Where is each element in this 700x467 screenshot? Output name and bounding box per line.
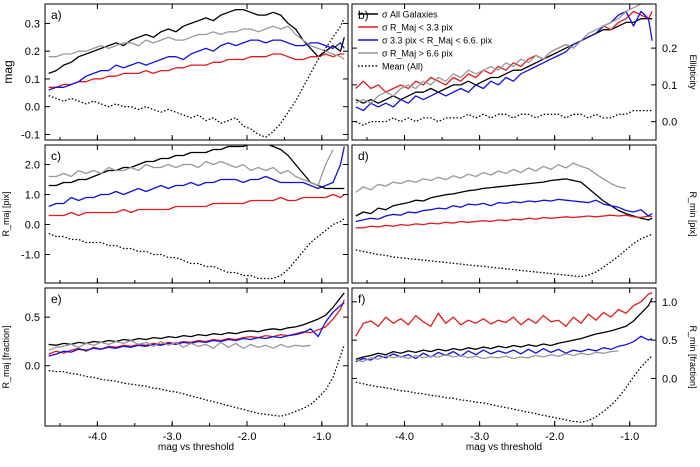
panel-b-frame [351, 3, 657, 141]
panel-f: -4.0 -3.0 -2.0 -1.0 0.0 0.5 1.0 f) R_min [fracti… [351, 287, 698, 443]
panel-a: -0.1 0.0 0.1 0.2 0.3 a) mag [1, 3, 349, 141]
y-tick-label-a-0: -0.1 [21, 129, 40, 141]
panel-c-frame [44, 144, 349, 284]
series-line-b-1 [355, 10, 653, 93]
series-line-e-4 [48, 344, 345, 417]
series-line-f-3 [355, 350, 619, 363]
legend-label-1: σ R_Maj < 3.3 pix [382, 23, 453, 33]
series-line-b-4 [355, 109, 653, 126]
series-line-a-4 [48, 17, 345, 138]
panel-b-series [355, 4, 653, 126]
y-axis-label-a: mag [1, 60, 15, 83]
y-tick-label-f-0: 0.0 [662, 373, 677, 385]
panel-e-frame [44, 287, 349, 427]
legend: σ All Galaxies σ R_Maj < 3.3 pix σ 3.3 pix… [358, 10, 493, 72]
series-line-f-0 [355, 297, 653, 360]
y-tick-label-f-2: 1.0 [662, 297, 677, 309]
x-tick-label-f-0: -4.0 [395, 431, 414, 443]
x-tick-label-f-3: -1.0 [620, 431, 639, 443]
y-axis-label-d: R_min [pix] [688, 191, 698, 236]
panel-d: d) R_min [pix] [351, 144, 698, 284]
y-tick-label-a-1: 0.0 [25, 102, 40, 114]
series-line-e-2 [48, 302, 345, 357]
panel-c-series [48, 145, 345, 280]
y-tick-label-b-2: 0.2 [662, 43, 677, 55]
series-line-f-2 [355, 335, 653, 363]
panel-d-series [355, 162, 653, 278]
series-line-c-2 [48, 146, 345, 208]
y-tick-label-a-4: 0.3 [25, 18, 40, 30]
legend-label-2: σ 3.3 pix < R_Maj < 6.6. pix [382, 36, 493, 46]
y-tick-label-a-3: 0.2 [25, 46, 40, 58]
panel-letter-f: f) [358, 292, 365, 306]
series-line-a-0 [48, 8, 345, 75]
series-line-d-0 [355, 178, 653, 221]
y-tick-label-a-2: 0.1 [25, 74, 40, 86]
series-line-a-2 [48, 39, 345, 91]
panel-letter-b: b) [358, 8, 369, 22]
series-line-a-1 [48, 53, 345, 88]
y-tick-label-f-1: 0.5 [662, 335, 677, 347]
y-tick-label-c-2: 1.0 [25, 190, 40, 202]
series-line-b-3 [355, 4, 653, 104]
series-line-d-2 [355, 198, 653, 223]
series-line-f-4 [355, 355, 653, 423]
series-line-c-0 [48, 145, 345, 190]
series-line-a-3 [48, 25, 345, 61]
panel-d-frame [351, 144, 657, 284]
panel-f-frame [351, 287, 657, 427]
series-line-c-3 [48, 149, 334, 187]
x-axis-title-right: mag vs threshold [466, 442, 542, 453]
x-tick-label-f-2: -2.0 [545, 431, 564, 443]
y-tick-label-c-3: 2.0 [25, 160, 40, 172]
y-axis-label-f: R_min [fraction] [688, 325, 698, 388]
y-axis-label-c: R_maj [pix] [1, 191, 11, 236]
panel-b: 0.0 0.1 0.2 b) Ellipticity [351, 3, 698, 141]
panel-letter-c: c) [51, 149, 61, 163]
y-axis-label-e: R_maj [fraction] [1, 325, 11, 388]
y-tick-label-c-1: 0.0 [25, 220, 40, 232]
series-line-d-4 [355, 233, 653, 278]
y-tick-label-e-0: 0.0 [25, 361, 40, 373]
x-axis-title-left: mag vs threshold [158, 442, 234, 453]
x-tick-label-e-3: -1.0 [312, 431, 331, 443]
legend-label-4: Mean (All) [382, 62, 423, 72]
series-line-c-1 [48, 193, 345, 217]
x-tick-label-e-1: -3.0 [163, 431, 182, 443]
series-line-e-3 [48, 339, 311, 351]
panel-a-frame [44, 3, 349, 141]
y-tick-label-b-1: 0.1 [662, 80, 677, 92]
y-tick-label-c-0: -1.0 [21, 250, 40, 262]
panel-letter-d: d) [358, 149, 369, 163]
series-line-e-0 [48, 292, 345, 346]
panel-a-series [48, 8, 345, 138]
legend-label-0: σ All Galaxies [382, 10, 438, 20]
legend-label-3: σ R_Maj > 6.6 pix [382, 49, 453, 59]
panel-letter-e: e) [51, 292, 62, 306]
x-tick-label-e-2: -2.0 [238, 431, 257, 443]
series-line-b-0 [355, 18, 653, 104]
panel-e-series [48, 292, 345, 417]
panel-letter-a: a) [51, 8, 62, 22]
series-line-d-1 [355, 214, 653, 229]
x-tick-label-f-1: -3.0 [470, 431, 489, 443]
panel-f-series [355, 291, 653, 423]
y-tick-label-b-0: 0.0 [662, 117, 677, 129]
series-line-c-4 [48, 217, 345, 280]
x-tick-label-e-0: -4.0 [88, 431, 107, 443]
panel-e: -4.0 -3.0 -2.0 -1.0 0.0 0.5 e) R_maj [fraction] [1, 287, 349, 443]
y-axis-label-b: Ellipticity [688, 54, 698, 90]
y-tick-label-e-1: 0.5 [25, 312, 40, 324]
series-line-f-1 [355, 291, 653, 337]
series-line-d-3 [355, 162, 627, 193]
panel-c: -1.0 0.0 1.0 2.0 c) R_maj [pix] [1, 144, 349, 284]
